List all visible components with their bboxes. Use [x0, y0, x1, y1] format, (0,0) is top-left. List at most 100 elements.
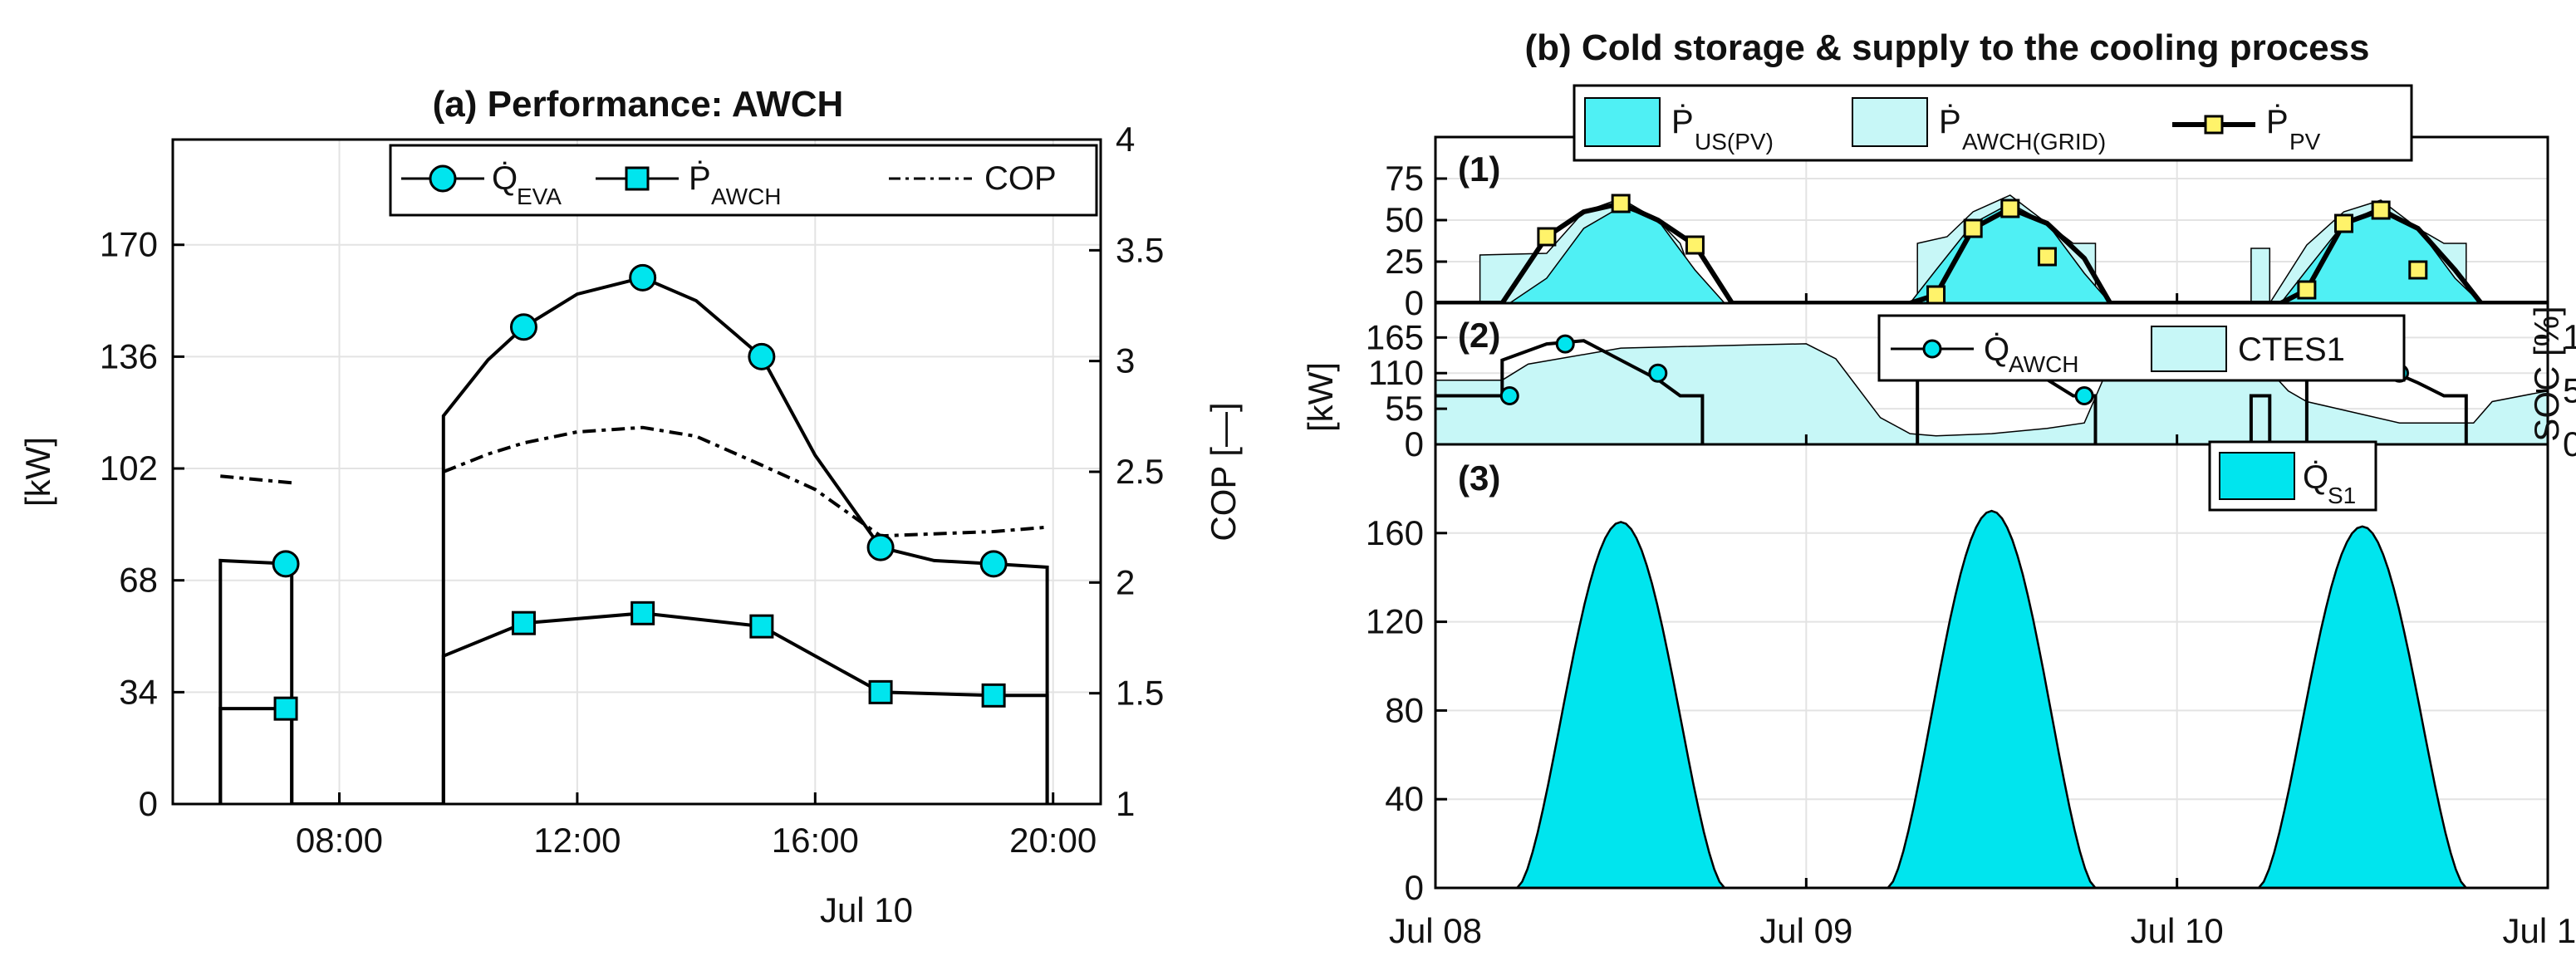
legend-q-awch-symbol: Q̇	[1984, 331, 2009, 368]
chart-b-title: (b) Cold storage & supply to the cooling…	[1525, 27, 2370, 68]
subplot-1-label: (1)	[1458, 150, 1500, 189]
a-xtick-label: 12:00	[533, 821, 621, 860]
legend-us-pv-swatch	[1584, 97, 1661, 147]
b-ytick-label: 160	[1366, 513, 1424, 552]
a-y2tick-label: 2.5	[1116, 452, 1164, 491]
a-ytick-label: 136	[100, 336, 158, 375]
b-xtick-label: Jul 10	[2131, 911, 2224, 950]
chart-a-title: (a) Performance: AWCH	[433, 84, 844, 125]
subplot-3-legend: Q̇ S1	[2208, 440, 2377, 512]
b-xtick-label: Jul 11	[2503, 911, 2576, 950]
legend-pv-symbol: Ṗ	[2266, 103, 2289, 140]
b-ytick-label: 40	[1385, 779, 1424, 818]
legend-qeva-sub: EVA	[517, 184, 562, 209]
p-awch-marker	[273, 696, 298, 721]
a-y2tick-label: 2	[1116, 562, 1135, 601]
chart-a: (a) Performance: AWCH 08:00 12:00 16:00 20:…	[18, 84, 1243, 929]
chart-b: (b) Cold storage & supply to the cooling…	[1301, 27, 2576, 950]
a-y2tick-label: 1	[1116, 784, 1135, 823]
legend-q-s1-swatch	[2219, 452, 2295, 500]
p-pv-marker	[2334, 213, 2354, 233]
p-pv-marker	[1963, 218, 1983, 238]
a-y2tick-label: 4	[1116, 120, 1135, 159]
p-awch-line	[218, 611, 1049, 804]
a-ytick-label: 0	[139, 784, 158, 823]
a-ytick-label: 170	[100, 225, 158, 264]
b-ytick-label: 55	[1385, 389, 1424, 428]
q-eva-marker	[748, 342, 776, 370]
q-s1-area	[1886, 509, 2098, 888]
q-awch-marker	[2074, 386, 2094, 406]
subplot-1-series	[1435, 194, 2548, 303]
legend-us-pv-symbol: Ṗ	[1671, 103, 1694, 140]
a-ytick-label: 102	[100, 449, 158, 488]
q-eva-marker	[272, 550, 300, 578]
legend-us-pv-sub: US(PV)	[1695, 129, 1774, 154]
a-ytick-label: 68	[119, 561, 158, 600]
q-eva-marker	[509, 313, 537, 341]
a-y2tick-label: 3	[1116, 341, 1135, 380]
b-xtick-label: Jul 09	[1759, 911, 1852, 950]
b-ytick-label: 120	[1366, 602, 1424, 641]
legend-pawch-symbol: Ṗ	[689, 159, 711, 197]
a-y2tick-label: 1.5	[1116, 674, 1164, 713]
subplot-2-ylabel: [kW]	[1301, 362, 1340, 432]
chart-a-y2label: COP [—]	[1204, 402, 1243, 541]
b-ytick-label: 75	[1385, 159, 1424, 198]
legend-marker-circle	[429, 164, 457, 193]
chart-a-legend: Q̇ EVA Ṗ AWCH COP	[389, 144, 1098, 217]
q-eva-marker	[629, 263, 657, 292]
legend-cop: COP	[984, 160, 1057, 197]
p-awch-marker	[631, 601, 655, 625]
subplot-2-y2label: SOC [%]	[2527, 306, 2566, 441]
b-ytick-label: 165	[1366, 317, 1424, 356]
b-ytick-label: 0	[1405, 424, 1424, 463]
b-ytick-label: 110	[1368, 353, 1424, 392]
p-pv-marker	[1611, 194, 1631, 213]
b-y2tick-label: 100	[2563, 317, 2576, 356]
subplot-3-frame	[1434, 443, 2549, 890]
p-pv-marker	[1537, 227, 1557, 247]
legend-awch-grid-sub: AWCH(GRID)	[1962, 129, 2106, 154]
p-pv-marker	[2371, 200, 2391, 220]
q-s1-area	[2257, 525, 2468, 888]
legend-qeva-symbol: Q̇	[492, 160, 518, 197]
b-ytick-label: 80	[1385, 690, 1424, 729]
b-xtick-label: Jul 08	[1389, 911, 1482, 950]
p-awch-marker	[981, 683, 1006, 708]
b-ytick-label: 0	[1405, 283, 1424, 322]
legend-pawch-sub: AWCH	[711, 184, 782, 209]
q-awch-marker	[1499, 386, 1519, 406]
q-awch-line	[2249, 394, 2272, 444]
chart-a-axes-frame	[171, 138, 1102, 806]
a-xtick-label: 20:00	[1009, 821, 1097, 860]
b-y2tick-label: 0	[2563, 424, 2576, 463]
chart-a-xlabel: Jul 10	[820, 890, 913, 929]
p-pv-marker	[1685, 235, 1705, 255]
chart-a-ylabel: [kW]	[18, 437, 57, 507]
subplot-2-legend: Q̇ AWCH CTES1	[1877, 314, 2406, 382]
b-ytick-label: 50	[1385, 200, 1424, 239]
legend-q-s1-sub: S1	[2328, 483, 2356, 508]
q-s1-area	[1515, 521, 1726, 888]
a-y2tick-label: 3.5	[1116, 230, 1164, 269]
cop-line	[220, 474, 292, 485]
subplot-3-label: (3)	[1458, 458, 1500, 498]
legend-q-awch-sub: AWCH	[2009, 351, 2079, 377]
a-xtick-label: 08:00	[296, 821, 383, 860]
subplot-3-series	[1515, 509, 2468, 888]
p-awch-marker	[749, 614, 774, 639]
legend-ctes1: CTES1	[2238, 331, 2345, 368]
p-pv-marker	[2297, 280, 2317, 300]
q-eva-marker	[866, 533, 895, 561]
b-ytick-label: 25	[1385, 242, 1424, 281]
p-pv-marker	[2037, 247, 2057, 267]
subplot-2-label: (2)	[1458, 316, 1500, 355]
p-awch-marker	[868, 679, 893, 704]
q-awch-marker	[1555, 334, 1575, 354]
legend-ctes1-swatch	[2151, 326, 2227, 372]
p-pv-marker	[1926, 285, 1946, 303]
legend-q-s1-symbol: Q̇	[2303, 459, 2328, 496]
legend-awch-grid-swatch	[1852, 97, 1928, 147]
